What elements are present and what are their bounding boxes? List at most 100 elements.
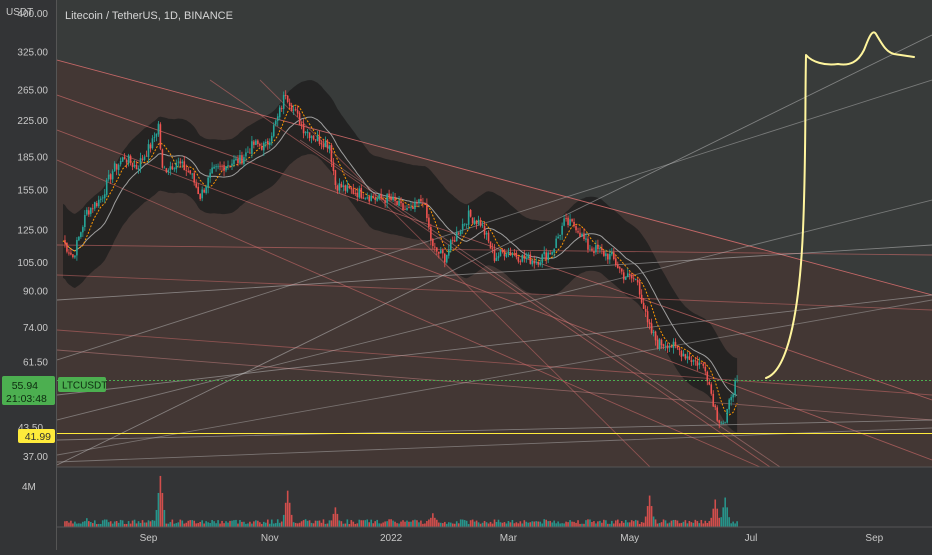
candle [141,155,144,162]
candle [714,403,717,411]
candle-body [678,348,681,351]
candle [475,219,478,230]
level-price-badge[interactable]: 41.99 [18,429,55,443]
trendline-5 [57,274,932,311]
volume-bar [611,520,613,527]
candle-body [424,203,426,204]
volume-bar [656,523,659,527]
candle [90,207,92,217]
candle-body [88,210,90,215]
candle [539,259,542,267]
candle [469,208,472,218]
candle-body [495,257,498,262]
candle-body [314,139,317,141]
volume-bar [531,521,534,527]
candle-body [282,95,285,109]
volume-bar [601,522,603,527]
symbol-label[interactable]: LTCUSDT [58,377,107,392]
volume-bar [336,513,339,527]
candle-body [209,172,211,178]
candlestick-series[interactable] [64,90,738,429]
candle [551,251,553,256]
candle-body [581,233,583,237]
volume-bar [249,521,251,527]
candle-body [626,273,629,278]
candle [581,232,583,238]
candle [213,164,215,170]
volume-bar [521,523,524,527]
candle [485,231,488,240]
candle [457,232,460,235]
candle [734,377,736,398]
current-price-value: 55.94 [12,380,38,392]
candle-body [640,294,643,303]
volume-bar [734,523,736,527]
volume-bar [708,521,711,527]
candle [487,230,490,244]
volume-bar [674,519,677,527]
volume-bar [217,520,219,527]
candle-body [149,144,152,149]
candle [722,420,724,425]
candle-body [253,141,255,145]
candle-body [107,174,110,180]
candle-body [595,245,597,253]
candle [70,249,72,256]
candle [211,162,213,174]
volume-bar [350,520,353,527]
volume-bar [505,523,508,527]
candle [322,138,325,150]
candle-body [66,242,68,252]
candle [543,246,546,257]
candle [310,135,313,144]
candle-body [175,163,178,170]
candle-body [157,123,160,135]
volume-bar [151,520,154,527]
volume-bar [235,519,237,527]
candle [467,205,470,230]
candle-body [197,186,199,195]
volume-bar [616,519,619,527]
candle-body [167,170,170,173]
volume-bar [203,523,205,527]
candle [105,178,108,198]
volume-bar [644,516,647,527]
volume-bar [686,523,689,527]
candle-body [392,197,394,201]
price-tick-7: 105.00 [17,258,48,269]
volume-bar [268,523,271,527]
volume-bar [702,523,705,527]
volume-bar [261,523,263,527]
candle [259,142,261,148]
candle-body [388,193,390,197]
candle-body [338,183,341,191]
price-axis[interactable]: 400.00 325.00 265.00 225.00 185.00 155.00 125.… [17,9,48,463]
time-axis[interactable]: Sep Nov 2022 Mar May Jul Sep [140,533,884,544]
candle-body [696,361,699,366]
candle-countdown: 21:03:48 [6,393,47,405]
candle [700,362,703,364]
candle-body [374,197,376,200]
candle-body [457,232,460,234]
candle [648,319,651,330]
volume-bar [137,521,140,527]
candle-body [247,151,249,153]
volume-bar [672,519,675,527]
candle-body [332,162,335,172]
candle [318,130,321,146]
candle [340,181,343,188]
freehand-projection[interactable] [765,31,915,379]
candle-body [587,238,589,250]
candle [545,248,548,265]
candle [569,213,571,227]
candle-body [412,206,414,209]
volume-bar [388,519,390,527]
candle-body [533,261,536,264]
candle [368,194,371,205]
volume-bar [471,519,474,527]
volume-bar [330,520,333,527]
volume-bar [438,522,440,527]
volume-bar [597,521,599,527]
current-price-badge[interactable]: 55.94 21:03:48 [2,376,55,405]
